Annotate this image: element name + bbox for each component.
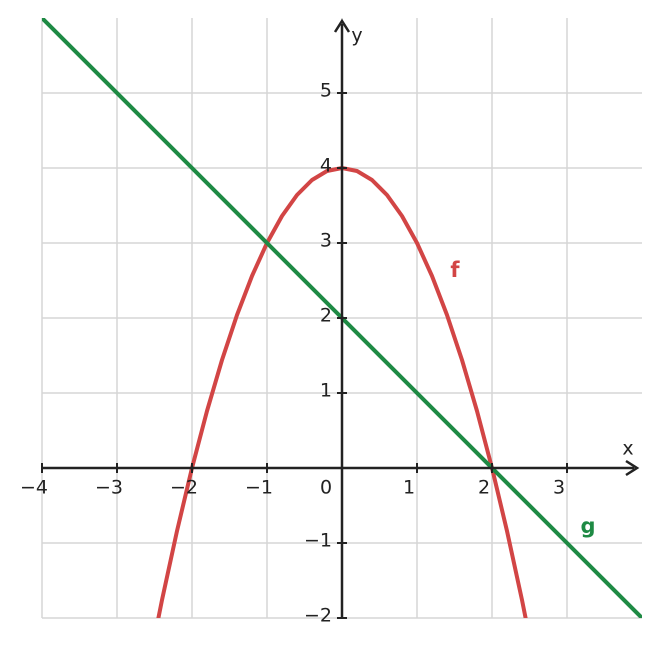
x-arrow (625, 459, 640, 477)
x-tick-label: 2 (478, 477, 490, 499)
y-tick-label: −1 (304, 530, 332, 552)
x-tick-label: −2 (170, 477, 198, 499)
x-tick-label: −3 (95, 477, 123, 499)
curve-label: f (450, 258, 460, 282)
y-axis-label: y (351, 25, 362, 47)
y-tick-label: 5 (320, 80, 332, 102)
y-arrow (333, 18, 351, 33)
y-tick-label: 4 (320, 155, 332, 177)
x-tick-label: −1 (245, 477, 273, 499)
y-tick-label: −2 (304, 605, 332, 627)
y-tick-label: 2 (320, 305, 332, 327)
y-tick-label: 3 (320, 230, 332, 252)
x-tick-label: 0 (320, 477, 332, 499)
x-axis-label: x (622, 438, 633, 460)
x-tick-label: −4 (20, 477, 48, 499)
x-tick-label: 1 (403, 477, 415, 499)
curve-label: g (580, 514, 595, 538)
y-tick-label: 1 (320, 380, 332, 402)
x-tick-label: 3 (553, 477, 565, 499)
